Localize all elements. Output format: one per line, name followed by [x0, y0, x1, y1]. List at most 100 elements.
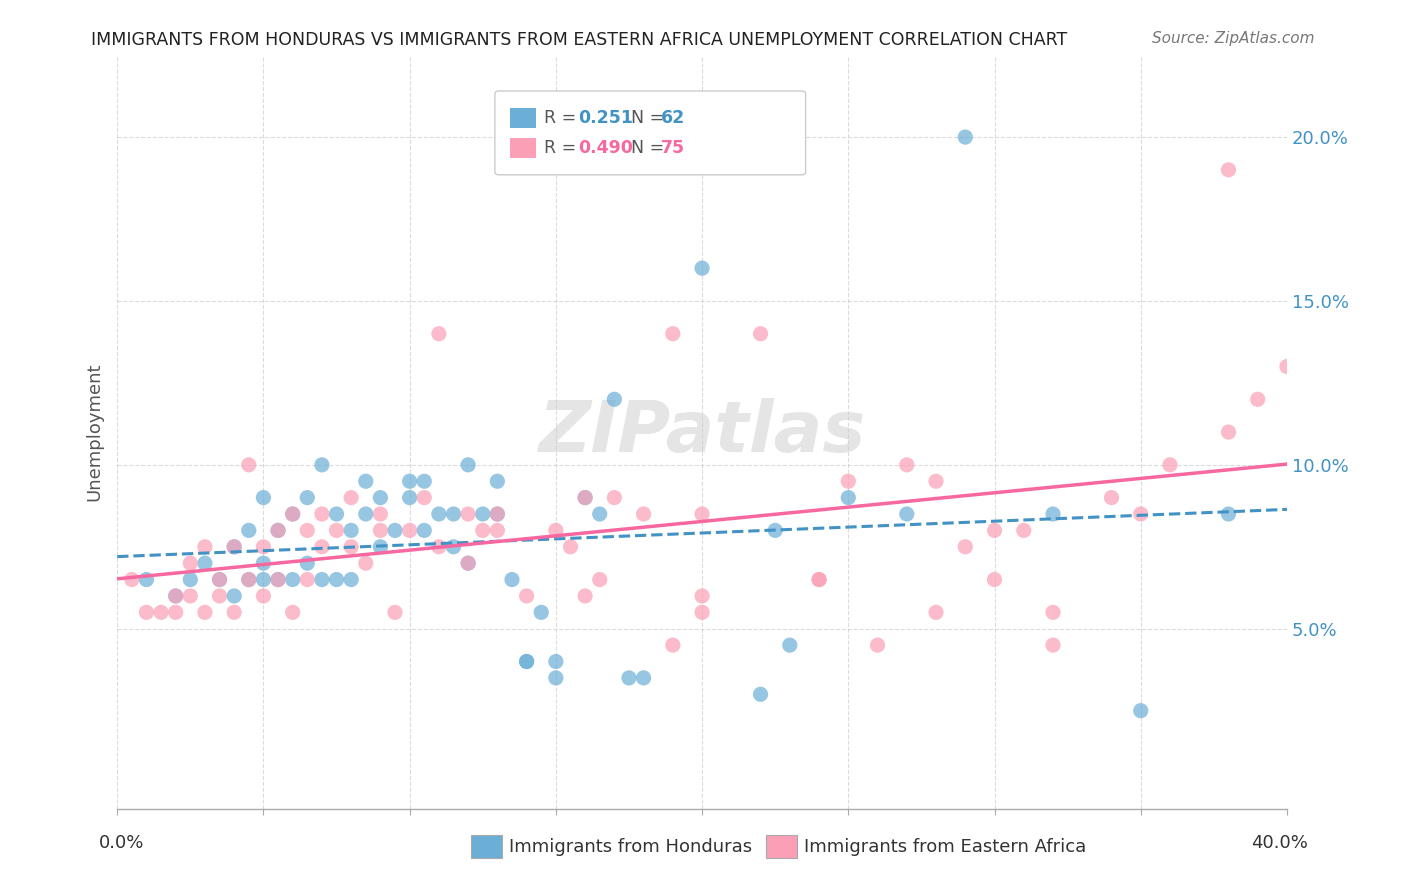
Point	[121, 573, 143, 587]
Point	[603, 491, 626, 505]
Point	[340, 524, 363, 538]
Point	[267, 524, 290, 538]
Point	[690, 605, 713, 619]
Point	[398, 524, 420, 538]
Point	[194, 556, 217, 570]
Point	[208, 573, 231, 587]
Point	[516, 655, 538, 669]
Point	[633, 507, 655, 521]
Point	[574, 589, 596, 603]
Point	[808, 573, 831, 587]
Point	[486, 507, 509, 521]
Point	[370, 491, 392, 505]
Point	[544, 655, 567, 669]
Point	[1159, 458, 1181, 472]
Point	[208, 573, 231, 587]
Point	[297, 491, 319, 505]
Point	[252, 589, 274, 603]
Point	[530, 605, 553, 619]
Point	[471, 507, 494, 521]
Point	[135, 605, 157, 619]
Point	[925, 475, 948, 489]
Point	[837, 491, 859, 505]
Point	[1012, 524, 1035, 538]
Point	[238, 458, 260, 472]
Point	[662, 638, 685, 652]
Point	[413, 524, 436, 538]
Y-axis label: Unemployment: Unemployment	[86, 363, 103, 501]
Point	[574, 491, 596, 505]
Point	[340, 573, 363, 587]
Text: Immigrants from Honduras: Immigrants from Honduras	[509, 838, 752, 855]
Point	[589, 573, 612, 587]
Point	[1218, 425, 1240, 439]
Point	[574, 491, 596, 505]
Point	[281, 507, 304, 521]
Point	[1218, 507, 1240, 521]
Point	[238, 524, 260, 538]
Point	[1042, 605, 1064, 619]
Point	[311, 507, 333, 521]
Point	[194, 540, 217, 554]
Point	[165, 589, 187, 603]
Point	[325, 524, 347, 538]
Point	[486, 524, 509, 538]
Point	[224, 540, 246, 554]
Text: Immigrants from Eastern Africa: Immigrants from Eastern Africa	[804, 838, 1087, 855]
Point	[516, 589, 538, 603]
Text: IMMIGRANTS FROM HONDURAS VS IMMIGRANTS FROM EASTERN AFRICA UNEMPLOYMENT CORRELAT: IMMIGRANTS FROM HONDURAS VS IMMIGRANTS F…	[91, 31, 1067, 49]
Point	[690, 261, 713, 276]
Text: 62: 62	[661, 109, 685, 127]
Point	[443, 540, 465, 554]
Point	[560, 540, 582, 554]
Point	[252, 540, 274, 554]
Point	[384, 605, 406, 619]
Point	[837, 475, 859, 489]
Point	[413, 475, 436, 489]
Point	[955, 540, 977, 554]
Point	[224, 605, 246, 619]
Point	[471, 524, 494, 538]
Point	[1129, 507, 1152, 521]
Point	[427, 326, 450, 341]
Point	[194, 605, 217, 619]
Point	[1247, 392, 1270, 407]
Point	[486, 475, 509, 489]
Point	[311, 573, 333, 587]
Point	[311, 540, 333, 554]
Point	[354, 475, 377, 489]
Point	[589, 507, 612, 521]
Point	[486, 507, 509, 521]
Text: N =: N =	[631, 139, 671, 157]
Point	[413, 491, 436, 505]
Point	[238, 573, 260, 587]
Point	[267, 573, 290, 587]
Point	[340, 491, 363, 505]
Point	[1101, 491, 1123, 505]
Point	[281, 605, 304, 619]
Point	[662, 326, 685, 341]
Point	[165, 589, 187, 603]
Point	[457, 556, 479, 570]
Point	[238, 573, 260, 587]
Point	[896, 458, 918, 472]
Point	[749, 326, 772, 341]
Point	[370, 507, 392, 521]
Point	[427, 540, 450, 554]
Point	[779, 638, 801, 652]
Point	[135, 573, 157, 587]
Point	[252, 556, 274, 570]
Point	[690, 589, 713, 603]
Text: R =: R =	[544, 109, 582, 127]
Point	[297, 573, 319, 587]
Point	[749, 687, 772, 701]
Point	[252, 491, 274, 505]
Point	[398, 491, 420, 505]
Text: R =: R =	[544, 139, 582, 157]
Point	[443, 507, 465, 521]
Point	[179, 556, 201, 570]
Text: 40.0%: 40.0%	[1251, 834, 1308, 852]
Point	[1042, 638, 1064, 652]
Text: N =: N =	[631, 109, 671, 127]
Point	[690, 507, 713, 521]
